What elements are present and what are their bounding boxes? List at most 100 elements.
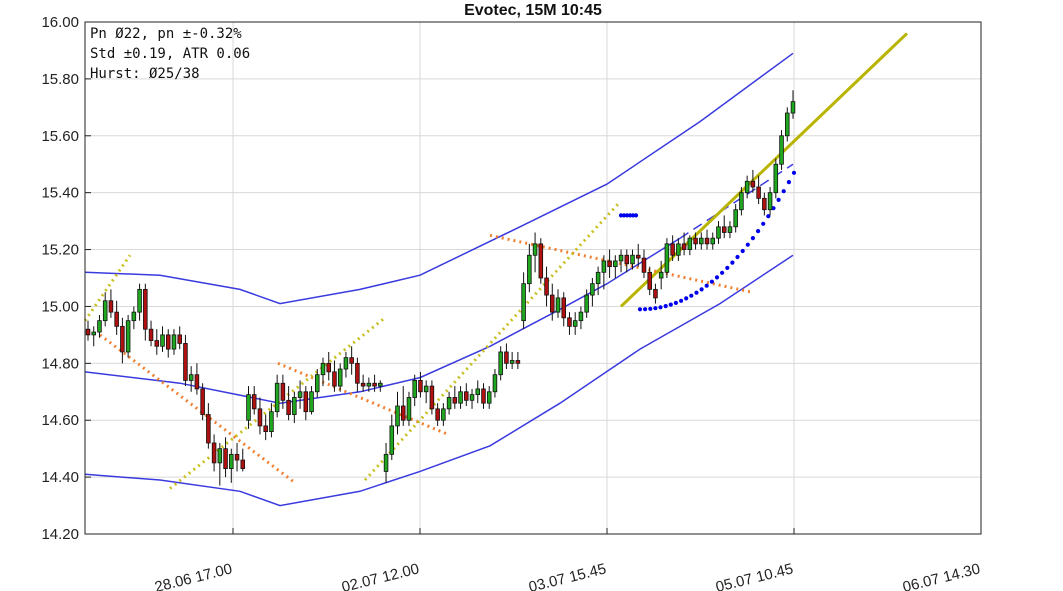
blue-dot xyxy=(750,236,756,241)
candle-body xyxy=(504,351,509,364)
dotted-line-orange xyxy=(277,361,449,436)
blue-dot xyxy=(766,214,771,219)
candle-body xyxy=(498,351,503,376)
blue-dot xyxy=(618,213,624,218)
candle-body xyxy=(183,343,188,381)
blue-dot xyxy=(709,279,715,284)
blue-dot xyxy=(704,283,709,288)
candle-body xyxy=(309,391,314,413)
y-tick-label: 15.80 xyxy=(41,71,79,88)
blue-dot xyxy=(694,290,699,295)
candle-body xyxy=(257,408,263,427)
candle-body xyxy=(618,254,624,262)
candle-body xyxy=(389,425,395,455)
blue-dot xyxy=(621,213,627,218)
candle-body xyxy=(635,254,641,259)
candle-body xyxy=(681,243,687,250)
blue-dot xyxy=(735,254,740,260)
x-axis: 28.06 17.00 02.07 12.00 03.07 15.45 05.07 1… xyxy=(153,528,982,591)
blue-dot xyxy=(791,170,797,175)
candle-body xyxy=(481,388,486,404)
info-box: Pn Ø22, pn ±-0.32% Std ±0.19, ATR 0.06 H… xyxy=(90,26,250,82)
candle-body xyxy=(613,260,618,268)
candle-body xyxy=(355,362,360,384)
blue-dot xyxy=(663,304,668,309)
candle-body xyxy=(527,254,532,285)
y-axis: 16.00 15.80 15.60 15.40 15.20 15.00 14.80 14.60… xyxy=(41,14,91,543)
candle-body xyxy=(464,391,469,401)
candle-body xyxy=(200,388,205,415)
y-tick-label: 16.00 xyxy=(41,14,79,31)
candle-body xyxy=(733,209,738,228)
blue-dot xyxy=(648,306,653,311)
candle-body xyxy=(670,243,675,256)
candle-body xyxy=(343,357,349,370)
candle-body xyxy=(332,371,337,387)
candle-body xyxy=(97,320,102,333)
candle-body xyxy=(716,226,721,239)
candle-body xyxy=(229,453,234,469)
candle-body xyxy=(435,408,440,421)
candle-body xyxy=(217,448,223,464)
candle-body xyxy=(561,297,566,319)
candle-body xyxy=(676,243,681,256)
candle-body xyxy=(699,237,704,245)
candle-body xyxy=(206,414,211,444)
candle-body xyxy=(567,317,572,327)
blue-dot xyxy=(786,180,792,185)
candle-body xyxy=(223,448,228,469)
info-line-2: Std ±0.19, ATR 0.06 xyxy=(90,46,250,62)
candle-body xyxy=(337,368,343,387)
candle-body xyxy=(148,328,154,341)
candle-body xyxy=(578,311,584,322)
candle-body xyxy=(475,388,481,396)
candle-body xyxy=(303,391,309,413)
candle-body xyxy=(177,334,182,344)
candle-body xyxy=(251,394,257,410)
blue-dot xyxy=(679,298,684,303)
candle-body xyxy=(131,311,137,322)
candle-body xyxy=(601,260,607,273)
y-tick-label: 14.20 xyxy=(41,526,79,543)
candle-body xyxy=(160,334,165,347)
candle-body xyxy=(143,288,148,330)
plot-frame xyxy=(84,21,982,535)
candle-body xyxy=(492,374,498,393)
blue-dot xyxy=(643,307,648,312)
candle-body xyxy=(550,294,555,313)
candle-body xyxy=(762,197,767,211)
candle-body xyxy=(326,362,331,373)
candle-body xyxy=(137,288,142,313)
blue-dot xyxy=(658,305,663,310)
candle-body xyxy=(687,237,693,250)
candle-body xyxy=(532,243,538,256)
y-tick-label: 14.60 xyxy=(41,412,79,429)
candle-body xyxy=(378,382,383,387)
blue-dot xyxy=(624,213,630,218)
blue-dot xyxy=(689,293,694,298)
x-tick-label: 06.07 14.30 xyxy=(901,560,982,591)
y-tick-label: 15.60 xyxy=(41,128,79,145)
candle-body xyxy=(441,408,446,421)
blue-dot xyxy=(684,296,689,301)
y-tick-label: 14.80 xyxy=(41,355,79,372)
blue-dot xyxy=(781,189,786,194)
blue-dot xyxy=(745,242,750,247)
candle-body xyxy=(114,311,119,327)
candle-body xyxy=(509,360,515,364)
candle-body xyxy=(120,325,125,353)
channel-lower-line xyxy=(84,254,794,507)
candle-body xyxy=(194,374,200,390)
chart-title: Evotec, 15M 10:45 xyxy=(464,2,602,19)
y-tick-label: 14.40 xyxy=(41,469,79,486)
blue-dot xyxy=(633,213,639,218)
candle-body xyxy=(750,180,756,188)
blue-dot xyxy=(771,206,776,211)
candle-body xyxy=(429,385,435,410)
candle-body xyxy=(171,334,177,350)
candle-body xyxy=(412,379,417,398)
candle-body xyxy=(773,163,779,194)
candle-body xyxy=(756,186,761,199)
blue-dot xyxy=(630,213,636,218)
